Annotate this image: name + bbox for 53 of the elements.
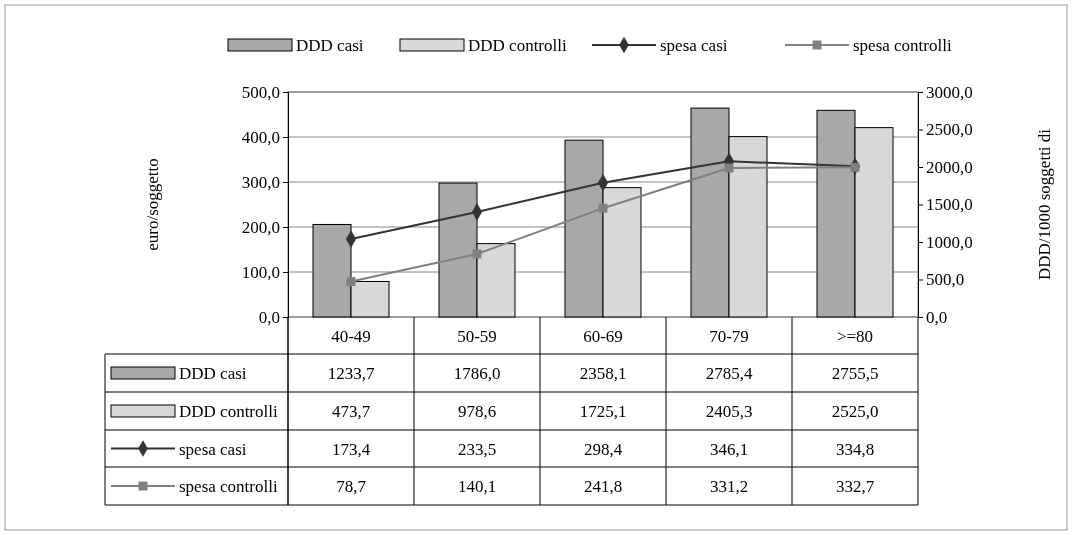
legend-label: spesa controlli	[853, 36, 952, 55]
data-label: 78,7	[336, 477, 367, 496]
x-tick-label: 70-79	[709, 326, 749, 346]
y-tick-label: 200,0	[241, 217, 280, 237]
text: spesa casi	[179, 439, 247, 459]
data-label: 1725,1	[579, 402, 627, 421]
legend-label: DDD casi	[296, 36, 364, 55]
data-label: 2785,4	[705, 364, 753, 383]
y-tick-label: 500,0	[241, 82, 280, 102]
data-label: 1786,0	[453, 364, 501, 383]
data-label: 2755,5	[831, 364, 879, 383]
y2-tick-label: 1500,0	[926, 195, 973, 215]
data-label: 140,1	[457, 477, 497, 496]
data-label: 241,8	[583, 477, 623, 496]
y2-tick-label: 1000,0	[926, 232, 973, 252]
legend-label: DDD controlli	[468, 36, 567, 55]
y2-tick-label: 2000,0	[926, 157, 973, 177]
y2-tick-label: 0,0	[926, 307, 948, 327]
point	[346, 277, 356, 287]
x-tick-label: 50-59	[457, 326, 497, 346]
y-tick-label: 400,0	[241, 127, 280, 147]
data-label: 346,1	[709, 439, 749, 459]
data-label: 473,7	[331, 402, 371, 421]
y2-axis-title: DDD/1000 soggetti di	[1035, 128, 1054, 281]
data-label: 298,4	[583, 439, 623, 459]
x-tick-label: >=80	[836, 326, 874, 346]
data-label: 332,7	[835, 477, 875, 496]
data-label: 331,2	[709, 477, 749, 496]
y2-tick-label: 2500,0	[926, 120, 973, 140]
data-label: 334,8	[835, 439, 875, 459]
data-label: 2405,3	[705, 402, 753, 421]
legend-label: spesa casi	[660, 36, 728, 55]
y-tick-label: 0,0	[258, 307, 280, 327]
y-tick-label: 300,0	[241, 172, 280, 192]
text: DDD casi	[179, 364, 247, 383]
data-label: 233,5	[457, 439, 497, 459]
data-label: 173,4	[331, 439, 371, 459]
x-tick-label: 60-69	[583, 326, 623, 346]
y2-tick-label: 500,0	[926, 270, 965, 290]
x-tick-label: 40-49	[331, 326, 371, 346]
y-axis-title: euro/soggetto	[143, 158, 162, 251]
point	[850, 162, 860, 172]
text: spesa controlli	[179, 477, 278, 496]
point	[724, 163, 734, 173]
data-label: 1233,7	[327, 364, 375, 383]
text: DDD controlli	[179, 402, 278, 421]
point	[598, 203, 608, 213]
point	[472, 249, 482, 259]
data-label: 978,6	[457, 402, 497, 421]
y2-tick-label: 3000,0	[926, 82, 973, 102]
y-tick-label: 100,0	[241, 262, 280, 282]
data-label: 2358,1	[579, 364, 627, 383]
data-label: 2525,0	[831, 402, 879, 421]
